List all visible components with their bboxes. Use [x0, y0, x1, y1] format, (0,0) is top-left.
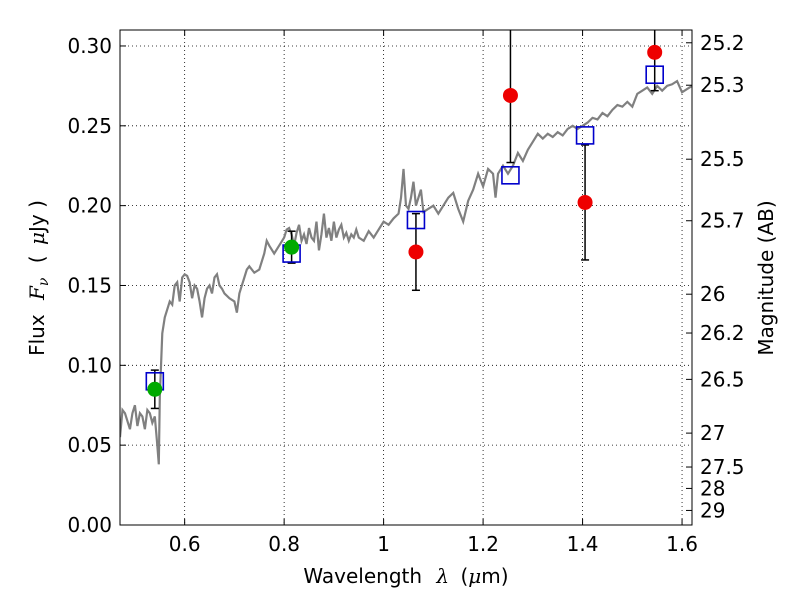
y-axis-label-text: Flux — [25, 314, 49, 356]
x-tick-label: 1 — [377, 532, 390, 556]
model-square-marker — [575, 126, 595, 145]
magnitude-axis-label: Magnitude (AB) — [754, 200, 778, 355]
data-circle-marker — [147, 381, 163, 397]
y-tick-label: 0.15 — [67, 273, 112, 297]
magnitude-tick-label: 25.2 — [700, 31, 745, 55]
x-axis-label-symbol: λ — [435, 564, 449, 588]
y-tick-label: 0.10 — [67, 353, 112, 377]
data-circle-marker — [647, 44, 663, 60]
y-axis-label-open: ( — [25, 255, 49, 263]
x-tick-label: 1.2 — [467, 532, 499, 556]
model-square-marker — [645, 65, 664, 85]
y-tick-label: 0.05 — [67, 433, 112, 457]
model-square-marker — [406, 210, 426, 230]
markers — [145, 30, 664, 410]
magnitude-tick-label: 27.5 — [700, 455, 745, 479]
y-axis-label-subscript: ν — [36, 277, 52, 286]
data-circle-marker — [284, 239, 300, 255]
magnitude-tick-label: 25.3 — [700, 73, 745, 97]
magnitude-tick-label: 26 — [700, 282, 725, 306]
magnitude-tick-label: 28 — [700, 476, 725, 500]
x-axis-label-unit: m) — [481, 564, 508, 588]
y-tick-label: 0.25 — [67, 114, 112, 138]
spectrum-line — [120, 79, 692, 465]
magnitude-tick-label: 26.2 — [700, 321, 745, 345]
magnitude-tick-label: 25.5 — [700, 147, 745, 171]
model-square-marker — [501, 166, 520, 185]
x-tick-label: 1.6 — [666, 532, 698, 556]
y-axis-label-symbol: F — [25, 285, 49, 301]
x-axis-label-text: Wavelength — [303, 564, 422, 588]
spectrum-layer — [120, 79, 692, 465]
x-axis-label-mu: μ — [468, 564, 481, 588]
y-tick-label: 0.20 — [67, 194, 112, 218]
x-tick-label: 0.8 — [268, 532, 300, 556]
magnitude-tick-label: 26.5 — [700, 367, 745, 391]
magnitude-tick-label: 27 — [700, 421, 725, 445]
y-axis-label: Flux Fν ( μJy ) — [25, 200, 53, 356]
tick-labels: 0.6 0.8 1 1.2 1.4 1.6 0.00 0.05 0.10 0.15 0.20 0.25… — [67, 31, 744, 556]
data-circle-marker — [502, 87, 518, 103]
plot-frame — [119, 29, 693, 526]
x-axis-label-open: ( — [460, 564, 468, 588]
magnitude-tick-label: 25.7 — [700, 209, 745, 233]
x-tick-label: 1.4 — [567, 532, 599, 556]
data-circle-marker — [577, 194, 593, 210]
data-circle-marker — [408, 244, 424, 260]
ticks — [120, 30, 692, 526]
x-tick-label: 0.6 — [169, 532, 201, 556]
y-axis-label-unit: Jy ) — [25, 200, 49, 234]
plot-area — [120, 30, 692, 525]
x-axis-label: Wavelength λ (μm) — [303, 564, 508, 588]
y-axis-label-mu: μ — [25, 232, 49, 245]
magnitude-tick-label: 29 — [700, 498, 725, 522]
y-tick-label: 0.00 — [67, 513, 112, 537]
y-tick-label: 0.30 — [67, 34, 112, 58]
